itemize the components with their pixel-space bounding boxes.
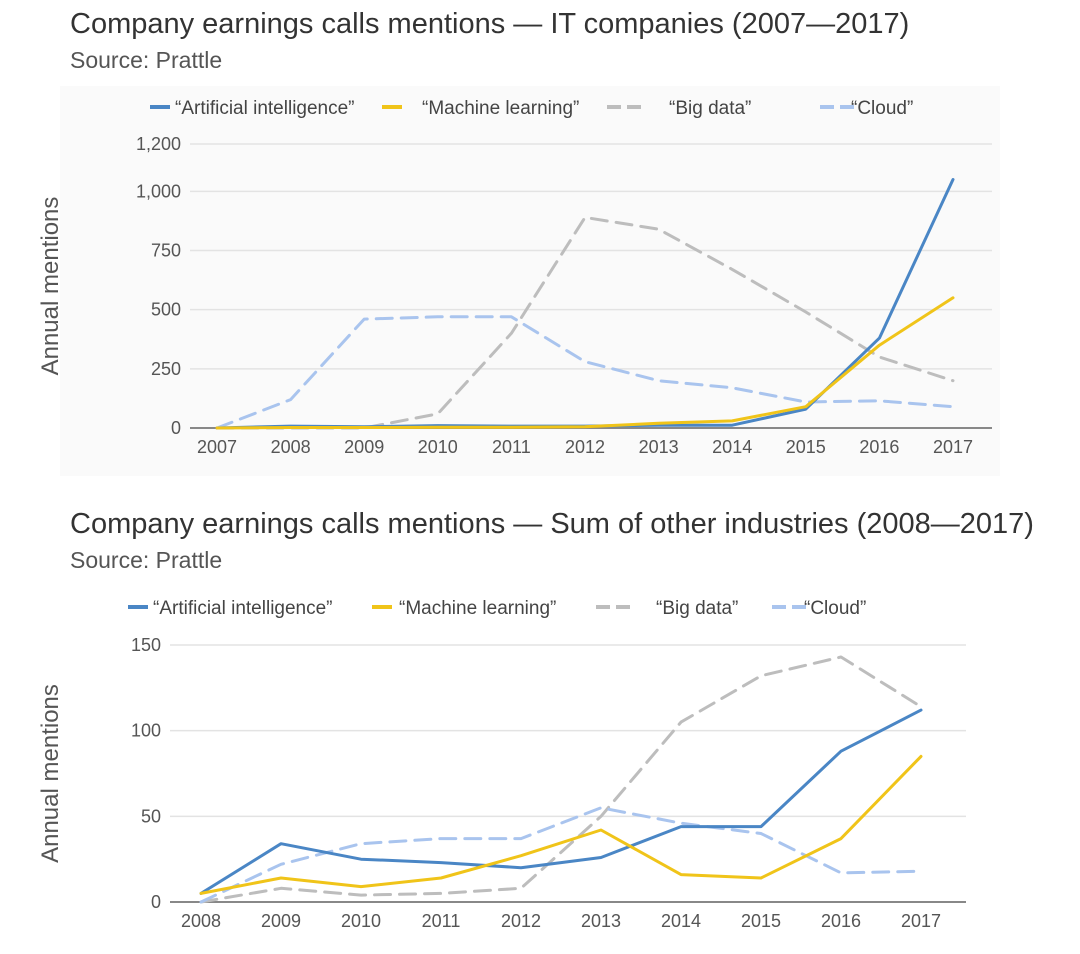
y-tick-label: 0 xyxy=(171,418,181,438)
plot-background xyxy=(60,86,1000,476)
x-tick-label: 2017 xyxy=(933,437,973,457)
chart-title: Company earnings calls mentions — Sum of… xyxy=(70,508,1034,540)
plot-background xyxy=(60,586,1000,948)
x-tick-label: 2016 xyxy=(859,437,899,457)
y-tick-label: 100 xyxy=(131,721,161,741)
y-tick-label: 1,000 xyxy=(136,181,181,201)
y-axis-title: Annual mentions xyxy=(37,197,64,376)
legend-label: “Cloud” xyxy=(804,598,866,619)
y-tick-label: 0 xyxy=(151,892,161,912)
x-tick-label: 2013 xyxy=(581,911,621,931)
x-tick-label: 2015 xyxy=(786,437,826,457)
chart-panel-other-industries: Company earnings calls mentions — Sum of… xyxy=(0,500,1080,954)
x-tick-label: 2014 xyxy=(661,911,701,931)
x-tick-label: 2012 xyxy=(501,911,541,931)
legend-label: “Big data” xyxy=(656,598,738,619)
legend-label: “Artificial intelligence” xyxy=(153,598,333,619)
legend-label: “Machine learning” xyxy=(399,598,556,619)
series-line-ai xyxy=(215,178,955,430)
x-tick-label: 2009 xyxy=(344,437,384,457)
x-tick-label: 2010 xyxy=(341,911,381,931)
x-tick-label: 2014 xyxy=(712,437,752,457)
y-tick-label: 150 xyxy=(131,635,161,655)
series-line-cloud xyxy=(199,806,923,904)
series-line-ml xyxy=(215,296,955,430)
x-tick-label: 2008 xyxy=(271,437,311,457)
legend-label: “Big data” xyxy=(669,98,751,119)
x-tick-label: 2013 xyxy=(639,437,679,457)
legend-label: “Cloud” xyxy=(851,98,913,119)
y-tick-label: 250 xyxy=(151,359,181,379)
series-line-bigdata xyxy=(215,215,955,430)
chart-subtitle: Source: Prattle xyxy=(70,547,223,573)
y-tick-label: 1,200 xyxy=(136,134,181,154)
chart-subtitle: Source: Prattle xyxy=(70,47,223,73)
line-chart-it-companies: “Artificial intelligence” “Machine learni… xyxy=(37,98,992,457)
legend-label: “Artificial intelligence” xyxy=(175,98,355,119)
y-axis-title: Annual mentions xyxy=(37,684,64,863)
x-tick-label: 2008 xyxy=(181,911,221,931)
x-tick-label: 2011 xyxy=(492,437,531,457)
y-tick-label: 50 xyxy=(141,806,161,826)
legend-label: “Machine learning” xyxy=(422,98,579,119)
y-tick-label: 500 xyxy=(151,300,181,320)
series-line-cloud xyxy=(215,315,955,430)
x-tick-label: 2010 xyxy=(418,437,458,457)
x-tick-label: 2017 xyxy=(901,911,941,931)
x-tick-label: 2012 xyxy=(565,437,605,457)
line-chart-other-industries: “Artificial intelligence” “Machine learni… xyxy=(37,598,966,931)
x-tick-label: 2011 xyxy=(422,911,461,931)
series-line-ml xyxy=(199,754,923,895)
x-tick-label: 2009 xyxy=(261,911,301,931)
series-line-ai xyxy=(199,708,923,895)
y-tick-label: 750 xyxy=(151,241,181,261)
chart-title: Company earnings calls mentions — IT com… xyxy=(70,8,910,40)
series-line-bigdata xyxy=(199,655,923,904)
x-tick-label: 2016 xyxy=(821,911,861,931)
x-tick-label: 2007 xyxy=(197,437,237,457)
chart-panel-it-companies: Company earnings calls mentions — IT com… xyxy=(37,8,1000,476)
x-tick-label: 2015 xyxy=(741,911,781,931)
